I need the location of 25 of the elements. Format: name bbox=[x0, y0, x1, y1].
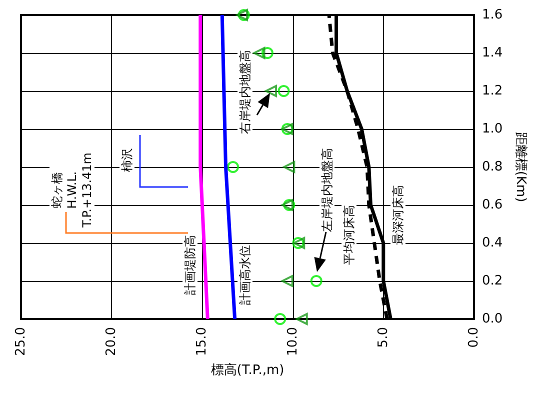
y-tick-label: 0.2 bbox=[482, 274, 503, 288]
x-tick-label: 10.0 bbox=[285, 327, 300, 356]
y-tick-label: 0.4 bbox=[482, 236, 503, 250]
y-tick-label: 1.4 bbox=[482, 46, 503, 60]
annotation: 蛇ヶ橋 H.W.L. T.P.+13.41m bbox=[50, 152, 94, 228]
x-tick-label: 25.0 bbox=[14, 327, 28, 356]
annotation: 柿沢 bbox=[120, 148, 134, 172]
annotation: 最深河床高 bbox=[391, 185, 405, 245]
y-tick-label: 0.8 bbox=[482, 160, 503, 174]
y-tick-label: 0.0 bbox=[482, 312, 503, 326]
y-tick-label: 1.2 bbox=[482, 84, 503, 98]
y-tick-label: 0.6 bbox=[482, 198, 503, 212]
y-axis-title: 距離標(Km) bbox=[513, 132, 528, 202]
y-tick-label: 1.6 bbox=[482, 8, 503, 22]
annotation: 平均河床高 bbox=[342, 205, 356, 265]
x-tick-label: 20.0 bbox=[104, 327, 120, 356]
annotation: 左岸堤内地盤高 bbox=[320, 148, 334, 232]
annotation: 右岸堤内地盤高 bbox=[238, 50, 252, 134]
annotation: 計画高水位 bbox=[238, 245, 252, 305]
x-tick-label: 15.0 bbox=[194, 327, 210, 356]
x-axis-title: 標高(T.P.,m) bbox=[210, 362, 284, 378]
x-tick-label: 0.0 bbox=[466, 327, 482, 348]
annotation: 計画堤防高 bbox=[183, 235, 197, 295]
x-tick-label: 5.0 bbox=[376, 327, 391, 348]
y-tick-label: 1.0 bbox=[482, 122, 503, 136]
